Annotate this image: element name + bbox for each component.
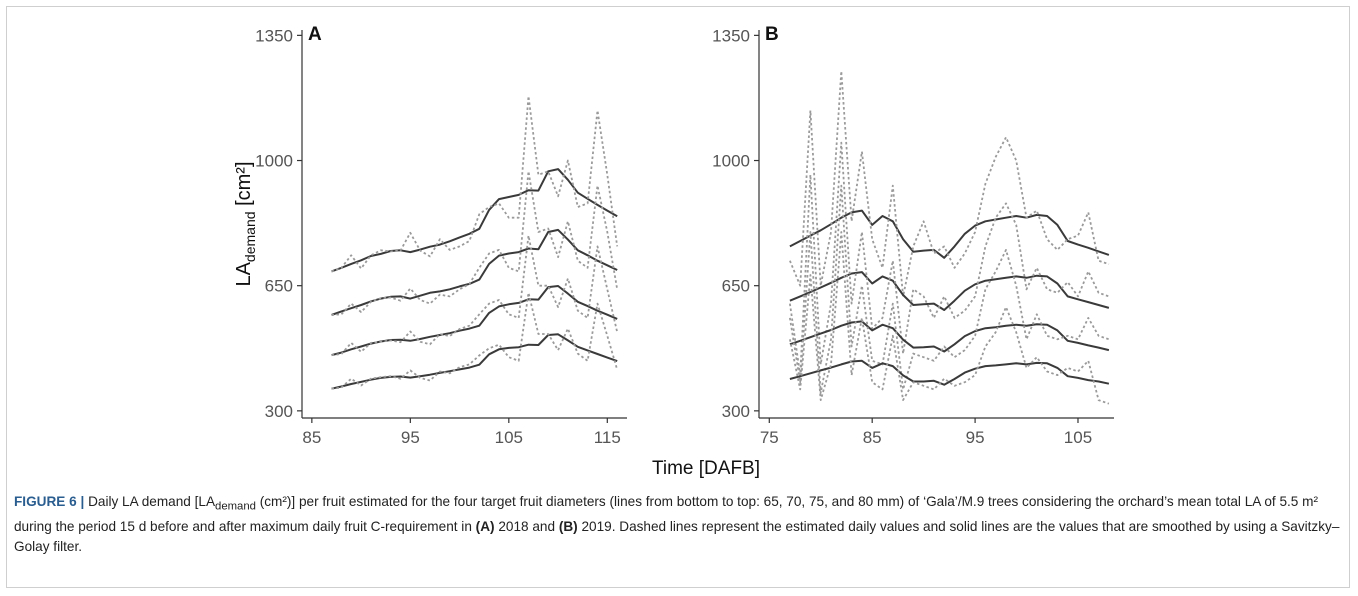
y-tick-label: 300 [265,402,293,421]
series-line-daily [331,95,619,273]
series-line-smoothed [331,285,618,357]
series-line-smoothed [789,271,1110,311]
series-line-daily [331,234,619,356]
x-tick-label: 85 [302,428,321,447]
caption-panel-b-ref: (B) [558,518,578,534]
figure-frame [6,6,1350,588]
series-line-smoothed [789,359,1110,386]
figure-caption: FIGURE 6 | Daily LA demand [LAdemand (cm… [14,492,1344,557]
x-tick-label: 105 [1064,428,1092,447]
panel-label: A [308,24,322,45]
x-tick-label: 95 [401,428,420,447]
caption-text-4: 2019. Dashed lines represent the estimat… [14,518,1340,554]
caption-panel-a-ref: (A) [475,518,495,534]
x-axis-label: Time [DAFB] [652,458,760,479]
x-tick-label: 115 [594,428,621,447]
series-line-daily [789,141,1110,377]
y-axis-label: LAdemand [cm²] [233,161,258,286]
series-line-smoothed [789,320,1110,353]
x-tick-label: 95 [966,428,985,447]
panel-label: B [765,24,779,45]
caption-text-1: Daily LA demand [LA [88,494,216,509]
x-tick-label: 75 [760,428,779,447]
caption-text-2: (cm²)] per fruit estimated for the four … [14,494,1318,534]
x-tick-label: 105 [495,428,523,447]
series-line-daily [331,170,619,316]
caption-subscript: demand [215,500,256,513]
x-tick-label: 85 [863,428,882,447]
y-tick-label: 1350 [255,26,293,45]
y-tick-label: 1350 [712,26,750,45]
caption-text-3: 2018 and [494,518,559,534]
y-tick-label: 650 [722,277,750,296]
series-line-daily [331,291,619,390]
panel-b: 300 650 1000 1350 75 85 95 105 B [712,24,1114,447]
y-tick-label: 1000 [712,152,750,171]
y-tick-label: 1000 [255,152,293,171]
series-line-daily [789,70,1110,298]
panel-a: 300 650 1000 1350 85 95 105 115 A LAdemand [cm²] [233,24,627,447]
series-line-smoothed [331,168,618,273]
y-tick-label: 650 [265,277,293,296]
caption-label: FIGURE 6 | [14,494,85,509]
series-line-daily [789,231,1110,405]
y-tick-label: 300 [722,402,750,421]
